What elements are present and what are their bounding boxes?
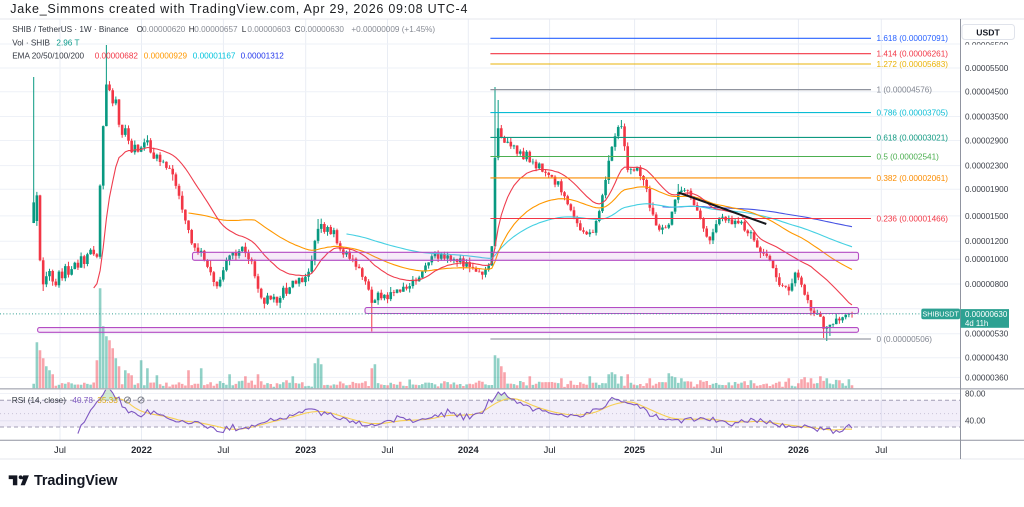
svg-text:0.00000430: 0.00000430 [965, 354, 1009, 363]
svg-text:4d 11h: 4d 11h [965, 319, 988, 328]
svg-text:USDT: USDT [976, 27, 1000, 37]
svg-text:0 (0.00000506): 0 (0.00000506) [877, 335, 933, 344]
svg-text:0.00001200: 0.00001200 [965, 237, 1009, 246]
svg-text:0.00000603: 0.00000603 [247, 25, 291, 34]
svg-text:0.00001500: 0.00001500 [965, 212, 1009, 221]
svg-text:0.00005500: 0.00005500 [965, 64, 1009, 73]
svg-text:0.00000630: 0.00000630 [965, 310, 1008, 319]
svg-text:35.33: 35.33 [97, 396, 118, 405]
svg-text:1 (0.00004576): 1 (0.00004576) [877, 86, 933, 95]
svg-text:SHIBUSDT: SHIBUSDT [923, 309, 960, 318]
svg-text:SHIB / TetherUS · 1W · Binance: SHIB / TetherUS · 1W · Binance [12, 25, 129, 34]
svg-text:0.00001167: 0.00001167 [193, 52, 236, 61]
svg-text:40.78: 40.78 [72, 396, 93, 405]
svg-text:1.618 (0.00007091): 1.618 (0.00007091) [877, 34, 949, 43]
svg-text:Jake_Simmons created with Trad: Jake_Simmons created with TradingView.co… [10, 2, 468, 16]
svg-text:L: L [242, 25, 247, 34]
svg-text:0.382 (0.00002061): 0.382 (0.00002061) [877, 174, 949, 183]
svg-text:0.00004500: 0.00004500 [965, 88, 1009, 97]
svg-text:Jul: Jul [544, 444, 556, 455]
svg-text:2023: 2023 [295, 444, 316, 455]
svg-text:Jul: Jul [711, 444, 723, 455]
svg-text:C: C [295, 25, 301, 34]
svg-text:0.00000657: 0.00000657 [194, 25, 238, 34]
svg-text:Vol · SHIB: Vol · SHIB [12, 38, 50, 47]
svg-text:0.00002900: 0.00002900 [965, 136, 1009, 145]
svg-text:0.786 (0.00003705): 0.786 (0.00003705) [877, 109, 949, 118]
svg-text:EMA 20/50/100/200: EMA 20/50/100/200 [12, 52, 84, 61]
svg-text:0.00001312: 0.00001312 [241, 52, 285, 61]
svg-text:0.00001900: 0.00001900 [965, 185, 1009, 194]
svg-text:0.236 (0.00001466): 0.236 (0.00001466) [877, 214, 949, 223]
svg-text:0.00000800: 0.00000800 [965, 280, 1009, 289]
svg-text:0.00002300: 0.00002300 [965, 162, 1009, 171]
svg-text:Jul: Jul [875, 444, 887, 455]
svg-text:2024: 2024 [458, 444, 480, 455]
svg-text:0.00000929: 0.00000929 [144, 52, 188, 61]
svg-text:0.5 (0.00002541): 0.5 (0.00002541) [877, 152, 940, 161]
svg-text:2022: 2022 [131, 444, 152, 455]
svg-text:H: H [189, 25, 195, 34]
svg-text:80.00: 80.00 [965, 389, 986, 398]
svg-text:0.618 (0.00003021): 0.618 (0.00003021) [877, 133, 949, 142]
svg-text:0.00000530: 0.00000530 [965, 330, 1009, 339]
svg-text:0.00003500: 0.00003500 [965, 112, 1009, 121]
svg-text:TradingView: TradingView [34, 473, 118, 489]
svg-text:40.00: 40.00 [965, 417, 986, 426]
svg-text:0.00000620: 0.00000620 [142, 25, 186, 34]
svg-text:2.96 T: 2.96 T [56, 38, 79, 47]
svg-text:Jul: Jul [382, 444, 394, 455]
svg-text:0.00000360: 0.00000360 [965, 373, 1009, 382]
svg-text:0.00000682: 0.00000682 [95, 52, 139, 61]
svg-text:1.272 (0.00005683): 1.272 (0.00005683) [877, 60, 949, 69]
svg-text:0.00001000: 0.00001000 [965, 255, 1009, 264]
svg-text:RSI (14, close): RSI (14, close) [12, 396, 66, 405]
svg-text:1.414 (0.00006261): 1.414 (0.00006261) [877, 50, 949, 59]
svg-text:+0.00000009 (+1.45%): +0.00000009 (+1.45%) [351, 25, 435, 34]
svg-text:Jul: Jul [54, 444, 66, 455]
svg-text:Jul: Jul [217, 444, 229, 455]
svg-text:0.00000630: 0.00000630 [301, 25, 345, 34]
svg-text:2025: 2025 [624, 444, 645, 455]
svg-text:2026: 2026 [788, 444, 809, 455]
svg-text:O: O [137, 25, 143, 34]
